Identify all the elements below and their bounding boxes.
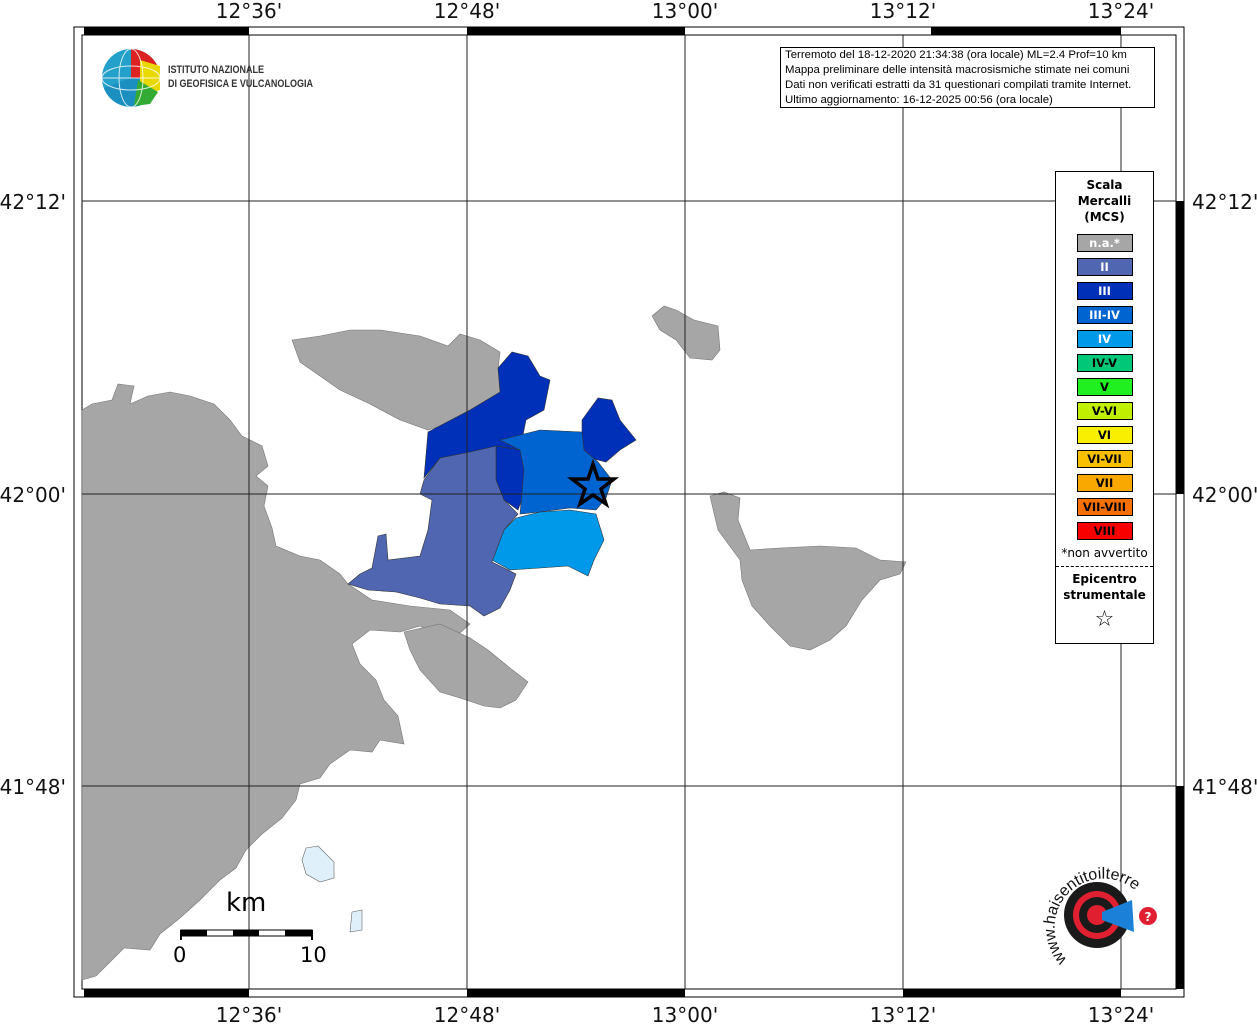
intensity-polygons: [347, 351, 637, 617]
land-island-ne: [651, 305, 721, 361]
land-east: [709, 491, 907, 651]
lakes: [301, 845, 363, 933]
svg-text:13°12': 13°12': [870, 1003, 936, 1024]
legend-swatch-iii: III: [1076, 282, 1133, 300]
legend-swatch-vii-viii: VII-VIII: [1076, 498, 1133, 516]
legend-swatch-n-a-: n.a.*: [1076, 234, 1133, 252]
land-south: [403, 623, 529, 709]
scale-min: 0: [173, 943, 187, 967]
svg-text:13°00': 13°00': [652, 0, 718, 23]
svg-text:12°36': 12°36': [216, 1003, 282, 1024]
legend-swatch-iv: IV: [1076, 330, 1133, 348]
municipality-ii: [347, 445, 519, 617]
land-areas: [81, 305, 907, 981]
svg-text:42°00': 42°00': [1192, 483, 1257, 507]
star-icon: ☆: [1094, 607, 1115, 632]
svg-text:13°12': 13°12': [870, 0, 936, 23]
svg-text:42°12': 42°12': [0, 190, 66, 214]
mcs-legend: Scala Mercalli (MCS) n.a.* II III III-IV IV I…: [1055, 171, 1154, 644]
legend-divider: [1056, 566, 1153, 567]
legend-note: *non avvertito: [1061, 546, 1148, 560]
event-info-line: Mappa preliminare delle intensità macros…: [785, 64, 1130, 76]
epicenter-star-icon: [566, 458, 620, 509]
svg-text:13°24': 13°24': [1088, 1003, 1154, 1024]
lon-ticks-bottom: 12°36' 12°48' 13°00' 13°12' 13°24': [216, 1003, 1154, 1024]
legend-swatch-ii: II: [1076, 258, 1133, 276]
svg-text:13°00': 13°00': [652, 1003, 718, 1024]
ingv-logo-text: ISTITUTO NAZIONALE DI GEOFISICA E VULCAN…: [168, 64, 313, 90]
legend-epicenter-label: Epicentro strumentale: [1063, 572, 1146, 602]
legend-swatch-iv-v: IV-V: [1076, 354, 1133, 372]
frame-border-bars: [81, 27, 1184, 997]
svg-text:12°48': 12°48': [434, 1003, 500, 1024]
scale-bar: [180, 929, 313, 940]
lake: [301, 845, 335, 883]
svg-text:42°12': 42°12': [1192, 190, 1257, 214]
event-info-box: Terremoto del 18-12-2020 21:34:38 (ora l…: [780, 47, 1155, 108]
legend-swatch-v-vi: V-VI: [1076, 402, 1133, 420]
legend-swatch-vii: VII: [1076, 474, 1133, 492]
scale-max: 10: [300, 943, 327, 967]
svg-text:?: ?: [1145, 910, 1152, 924]
legend-swatch-vi: VI: [1076, 426, 1133, 444]
svg-text:41°48': 41°48': [1192, 775, 1257, 799]
svg-text:12°48': 12°48': [434, 0, 500, 23]
event-info-line: Dati non verificati estratti da 31 quest…: [785, 79, 1132, 91]
legend-swatch-viii: VIII: [1076, 522, 1133, 540]
graticule: [82, 35, 1176, 989]
legend-swatches: n.a.* II III III-IV IV IV-V V V-VI VI VI-VII VII VI…: [1056, 234, 1153, 540]
event-info-line: Terremoto del 18-12-2020 21:34:38 (ora l…: [785, 49, 1127, 61]
legend-title: Scala Mercalli (MCS): [1077, 178, 1132, 224]
scale-unit: km: [226, 888, 267, 918]
ingv-globe-icon: [101, 48, 161, 108]
svg-text:13°24': 13°24': [1088, 0, 1154, 23]
legend-swatch-v: V: [1076, 378, 1133, 396]
legend-swatch-vi-vii: VI-VII: [1076, 450, 1133, 468]
lake: [349, 909, 363, 933]
svg-text:41°48': 41°48': [0, 775, 66, 799]
lat-ticks-left: 42°12' 42°00' 41°48': [0, 190, 66, 799]
land-west: [81, 383, 471, 981]
svg-text:12°36': 12°36': [216, 0, 282, 23]
event-info-line: Ultimo aggiornamento: 16-12-2025 00:56 (…: [785, 94, 1053, 106]
legend-swatch-iii-iv: III-IV: [1076, 306, 1133, 324]
svg-text:42°00': 42°00': [0, 483, 66, 507]
lat-ticks-right: 42°12' 42°00' 41°48': [1192, 190, 1257, 799]
lon-ticks-top: 12°36' 12°48' 13°00' 13°12' 13°24': [216, 0, 1154, 23]
